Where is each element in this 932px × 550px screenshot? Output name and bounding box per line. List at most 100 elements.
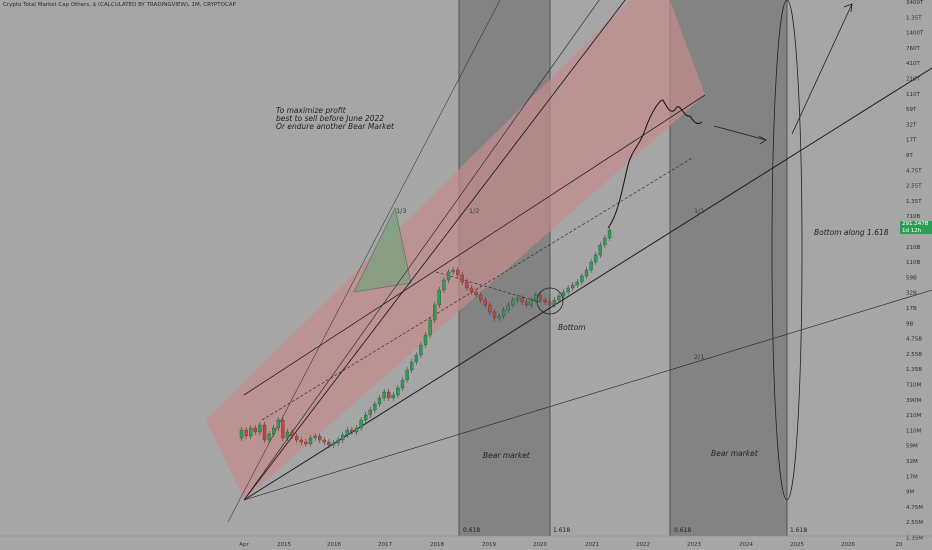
candle: [267, 433, 271, 441]
candle: [244, 429, 248, 437]
time-axis-label: 2022: [636, 542, 650, 548]
candle: [341, 434, 345, 441]
price-axis-label: 1.35T: [906, 199, 922, 205]
price-axis-label: 4.75M: [906, 505, 923, 511]
profit-note-line-2: best to sell before June 2022: [276, 114, 384, 123]
candle: [584, 269, 589, 277]
price-axis-label: 3400T: [906, 0, 924, 6]
candle: [336, 439, 340, 444]
candle: [492, 311, 497, 319]
fib-label: 0.618: [674, 527, 691, 534]
time-axis-label: 2023: [687, 542, 701, 548]
candle: [285, 431, 290, 439]
candle: [382, 391, 386, 399]
price-axis-label: 410T: [906, 61, 920, 67]
price-axis-label: 210T: [906, 77, 920, 83]
fan-label-2-1: 2/1: [694, 353, 704, 361]
price-axis-label: 4.75B: [906, 337, 922, 343]
candle: [451, 269, 455, 273]
time-axis-label: 20: [896, 542, 903, 548]
price-axis-label: 710M: [906, 383, 921, 389]
arrows: [713, 3, 853, 145]
fan-label-1-1: 1/1: [694, 207, 704, 215]
candle: [368, 409, 372, 416]
candle: [290, 431, 294, 437]
candle: [359, 419, 363, 429]
bottom-circle: [536, 287, 564, 315]
bottom-label: Bottom: [558, 323, 586, 332]
time-axis-label: 2025: [790, 542, 804, 548]
candle: [575, 281, 579, 286]
time-axis-label: 2024: [739, 542, 753, 548]
price-axis-label: 110T: [906, 92, 920, 98]
candle: [327, 441, 331, 446]
candle: [474, 291, 478, 296]
time-axis[interactable]: Apr 2015 2016 2017 2018 2019 2020 2021 2022 2023 2…: [239, 542, 903, 548]
candle: [598, 244, 602, 256]
candle: [400, 379, 405, 389]
price-axis-label: 110M: [906, 428, 921, 434]
profit-note-line-1: To maximize profit: [276, 106, 347, 115]
candle: [322, 439, 326, 443]
candle: [548, 301, 552, 306]
price-axis-label: 59M: [906, 444, 918, 450]
price-axis-label: 32M: [906, 459, 918, 465]
time-axis-label: 2020: [533, 542, 547, 548]
candle: [428, 319, 432, 336]
price-axis-label: 9B: [906, 321, 913, 327]
time-axis-label: 2015: [277, 542, 291, 548]
price-axis-label: 17M: [906, 474, 918, 480]
candle: [456, 269, 460, 276]
red-channel: [206, 0, 705, 500]
candle: [603, 237, 607, 246]
candle: [253, 427, 257, 433]
current-price-tag: 291.247B 1d 12h: [900, 221, 932, 234]
candle: [373, 403, 377, 411]
candle: [525, 301, 529, 306]
candle: [552, 299, 556, 306]
candle: [571, 284, 575, 289]
candle: [313, 435, 317, 439]
candle: [488, 304, 492, 313]
candle: [350, 429, 354, 433]
bear-market-label-1: Bear market: [483, 451, 531, 460]
candle: [580, 275, 584, 283]
candle: [538, 294, 543, 301]
candle: [557, 295, 561, 301]
candle: [566, 287, 570, 293]
price-axis-label: 2.55B: [906, 352, 922, 358]
bottom-ellipse: [771, 0, 803, 501]
fib-label: 1.618: [553, 527, 570, 534]
candle: [594, 254, 598, 263]
candle: [502, 309, 506, 317]
candle: [433, 304, 437, 321]
bottom-along-label: Bottom along 1.618: [814, 228, 889, 237]
candle: [543, 299, 547, 303]
candle: [589, 261, 593, 271]
candle: [423, 334, 428, 346]
candle: [405, 369, 409, 381]
candle: [364, 414, 368, 421]
candle: [391, 394, 395, 399]
candle: [377, 397, 382, 405]
price-axis-label: 2.55T: [906, 184, 922, 190]
price-axis-label: 210M: [906, 413, 921, 419]
price-axis-label: 9M: [906, 490, 914, 496]
candle: [304, 441, 308, 445]
dashed-midline: [261, 157, 693, 421]
candle: [529, 299, 533, 306]
price-axis-label: 17T: [906, 138, 917, 144]
candle: [419, 344, 423, 356]
candle: [345, 429, 349, 436]
price-axis-label: 110B: [906, 260, 920, 266]
fan-label-1-3: 1/3: [396, 207, 406, 215]
price-axis[interactable]: 3400T 1.35T 1400T 760T 410T 210T 110T 59T 32T 17T…: [906, 0, 924, 542]
price-axis-label: 9T: [906, 153, 913, 159]
projection-path: [607, 99, 703, 229]
candle: [520, 297, 524, 303]
price-axis-label: 2.55M: [906, 520, 923, 526]
green-triangle: [353, 207, 412, 293]
candle: [262, 424, 267, 441]
price-axis-label: 59B: [906, 275, 917, 281]
